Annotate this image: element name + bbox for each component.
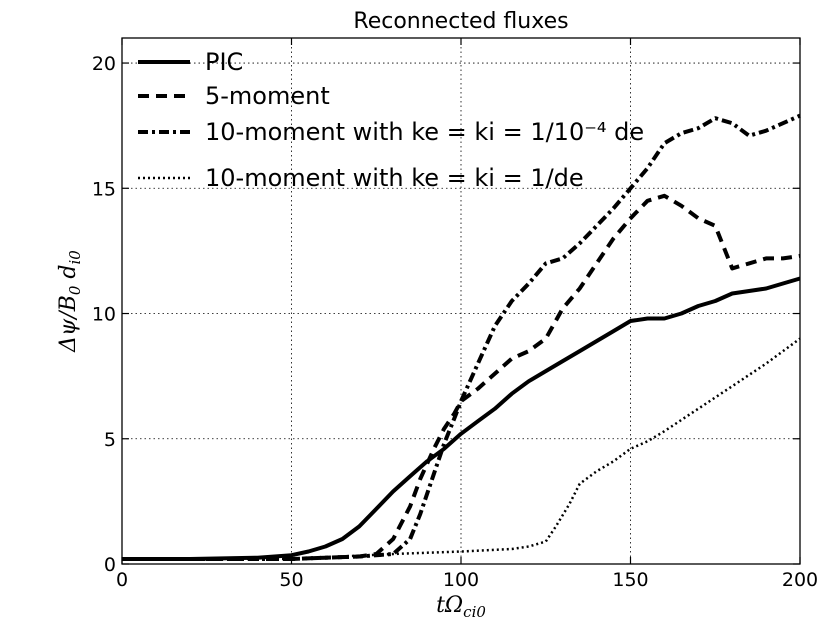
series-line-pic xyxy=(122,276,801,561)
chart-title: Reconnected fluxes xyxy=(353,9,568,34)
x-axis-label: tΩci0 xyxy=(436,593,486,621)
legend: PIC 5-moment 10-moment with ke = ki = 1/… xyxy=(138,48,644,192)
y-tick-label: 5 xyxy=(104,429,116,451)
series-line-10-moment-b xyxy=(122,337,801,561)
x-tick-label: 0 xyxy=(116,569,128,591)
plot-frame xyxy=(121,37,801,565)
legend-label-10-moment-a: 10-moment with ke = ki = 1/10⁻⁴ de xyxy=(205,118,644,146)
x-tick-label: 150 xyxy=(612,569,648,591)
legend-label-5-moment: 5-moment xyxy=(205,82,330,110)
series-line-5-moment xyxy=(122,193,801,561)
y-tick-label: 10 xyxy=(92,304,116,326)
x-tick-label: 100 xyxy=(443,569,479,591)
y-tick-label: 0 xyxy=(104,554,116,576)
y-tick-label: 15 xyxy=(92,178,116,200)
grid-lines xyxy=(122,38,800,564)
legend-label-10-moment-b: 10-moment with ke = ki = 1/de xyxy=(205,164,584,192)
series-line-10-moment-a xyxy=(122,113,801,561)
legend-label-pic: PIC xyxy=(205,48,243,76)
series-layer xyxy=(122,113,801,561)
ticks: 0 50 100 150 200 0 5 10 15 20 xyxy=(92,38,818,591)
x-tick-label: 200 xyxy=(782,569,818,591)
y-tick-label: 20 xyxy=(92,53,116,75)
x-tick-label: 50 xyxy=(279,569,303,591)
y-axis-label: Δψ/B0 di0 xyxy=(56,250,84,353)
